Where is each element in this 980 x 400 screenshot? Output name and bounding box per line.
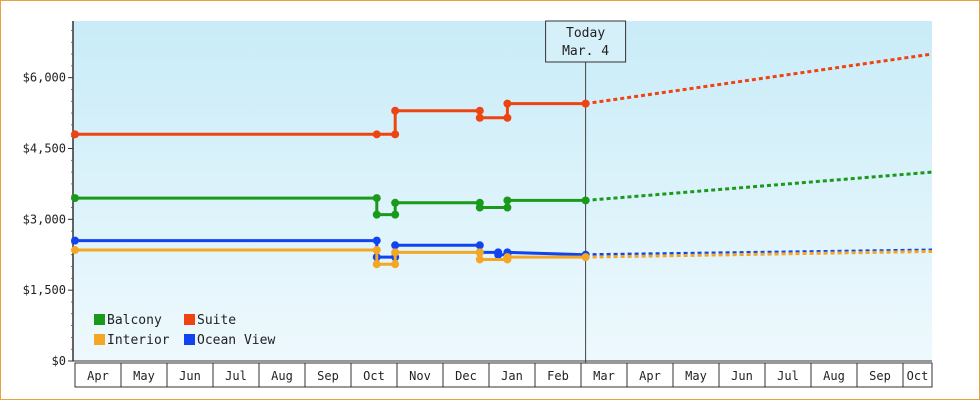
y-tick-label: $1,500 xyxy=(23,283,66,297)
x-tick-label: May xyxy=(685,369,707,383)
x-tick-label: Aug xyxy=(823,369,845,383)
today-label: Today xyxy=(566,26,605,41)
data-point-balcony xyxy=(372,210,381,219)
data-point-interior xyxy=(372,260,381,269)
plot-area xyxy=(73,21,932,361)
x-axis-box xyxy=(74,362,933,388)
data-point-interior xyxy=(372,246,381,255)
x-tick-label: Jul xyxy=(225,369,247,383)
data-point-ocean-view xyxy=(372,236,381,245)
data-point-interior xyxy=(503,253,512,262)
legend-label: Interior xyxy=(107,333,170,348)
data-point-balcony xyxy=(503,196,512,205)
legend-label: Suite xyxy=(197,313,236,328)
data-point-interior xyxy=(391,260,400,269)
today-box xyxy=(545,20,627,63)
x-tick-label: Jun xyxy=(179,369,201,383)
data-point-balcony xyxy=(581,196,590,205)
y-tick-label: $3,000 xyxy=(23,212,66,226)
data-point-balcony xyxy=(475,203,484,212)
x-tick-label: Sep xyxy=(869,369,891,383)
legend-label: Balcony xyxy=(107,313,162,328)
x-tick-label: Feb xyxy=(547,369,569,383)
x-tick-label: Oct xyxy=(363,369,385,383)
forecast-line-interior xyxy=(585,249,933,259)
y-tick-label: $6,000 xyxy=(23,71,66,85)
x-tick-label: Apr xyxy=(639,369,661,383)
x-tick-label: Aug xyxy=(271,369,293,383)
data-point-suite xyxy=(581,99,590,108)
legend-swatch xyxy=(184,314,195,325)
data-point-ocean-view xyxy=(391,241,400,250)
x-tick-label: Mar xyxy=(593,369,615,383)
data-point-suite xyxy=(391,130,400,139)
x-tick-label: Jun xyxy=(731,369,753,383)
data-point-ocean-view xyxy=(475,241,484,250)
forecast-line-balcony xyxy=(585,170,933,202)
data-point-balcony xyxy=(391,198,400,207)
data-point-suite xyxy=(475,113,484,122)
data-point-interior xyxy=(475,255,484,264)
x-tick-label: Oct xyxy=(907,369,929,383)
x-tick-label: Apr xyxy=(87,369,109,383)
x-tick-label: Dec xyxy=(455,369,477,383)
data-point-balcony xyxy=(71,194,79,203)
data-point-interior xyxy=(581,253,590,262)
data-point-balcony xyxy=(372,194,381,203)
data-point-interior xyxy=(71,246,79,255)
today-date: Mar. 4 xyxy=(562,44,609,59)
data-point-suite xyxy=(71,130,79,139)
x-tick-label: Jul xyxy=(777,369,799,383)
legend-swatch xyxy=(94,314,105,325)
y-tick-label: $0 xyxy=(52,354,66,368)
legend-swatch xyxy=(184,334,195,345)
data-point-ocean-view xyxy=(494,250,503,259)
y-tick-label: $4,500 xyxy=(23,142,66,156)
data-point-suite xyxy=(475,106,484,115)
legend-swatch xyxy=(94,334,105,345)
data-point-suite xyxy=(372,130,381,139)
x-tick-label: Sep xyxy=(317,369,339,383)
data-point-suite xyxy=(503,99,512,108)
forecast-line-ocean-view xyxy=(585,248,933,257)
data-point-suite xyxy=(503,113,512,122)
data-point-interior xyxy=(391,248,400,257)
x-tick-label: Nov xyxy=(409,369,431,383)
x-tick-label: Jan xyxy=(501,369,523,383)
data-point-interior xyxy=(475,248,484,257)
data-point-balcony xyxy=(503,203,512,212)
legend-label: Ocean View xyxy=(197,333,275,348)
x-tick-label: May xyxy=(133,369,155,383)
data-point-balcony xyxy=(391,210,400,219)
data-point-ocean-view xyxy=(71,236,79,245)
forecast-line-suite xyxy=(585,52,933,106)
data-point-suite xyxy=(391,106,400,115)
